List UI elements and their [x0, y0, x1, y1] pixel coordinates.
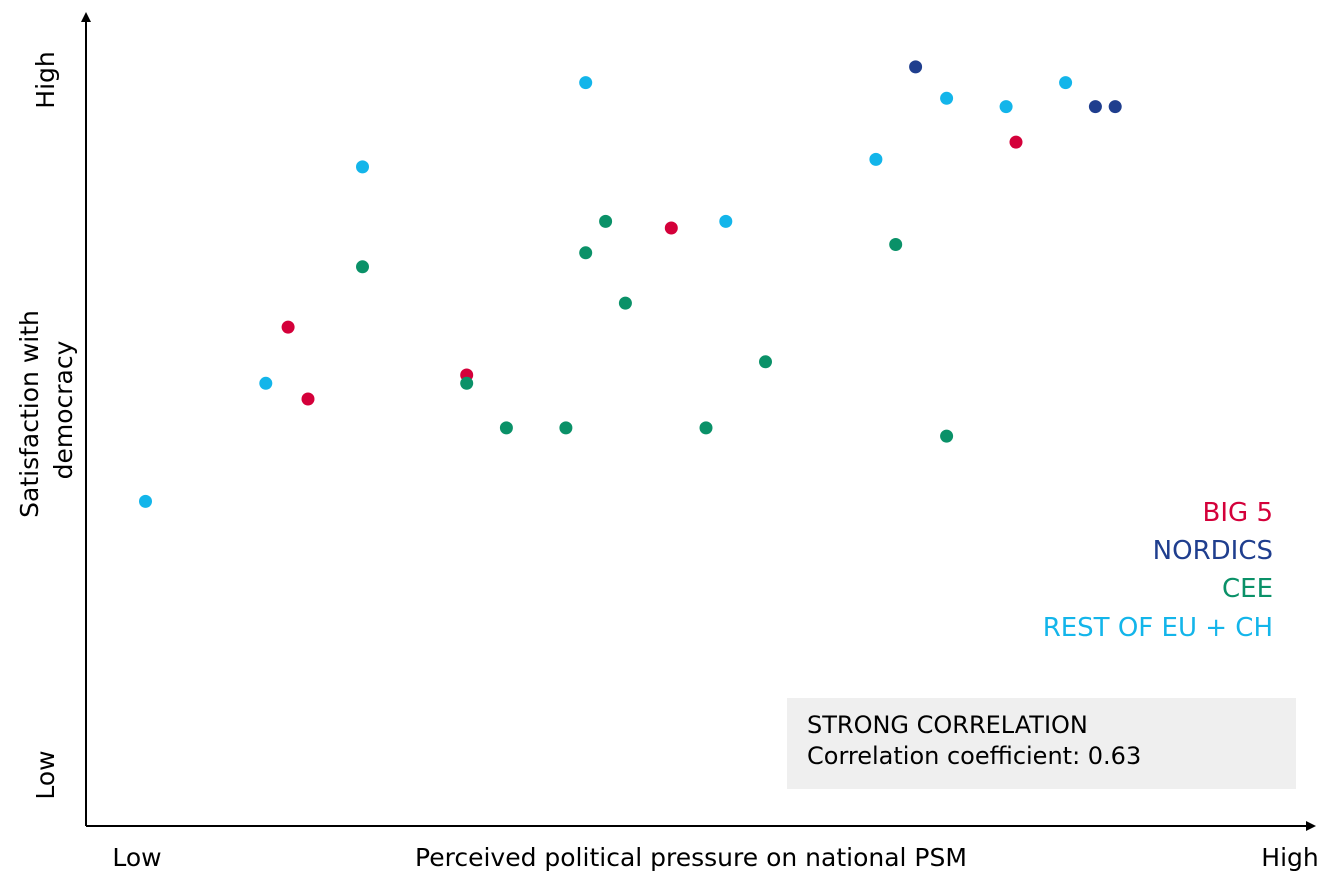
- x-tick-low: Low: [112, 843, 161, 872]
- data-point-cee: [579, 246, 593, 260]
- data-point-nordics: [909, 60, 923, 74]
- data-point-cee: [599, 214, 613, 228]
- data-point-rest-of-eu-ch: [999, 100, 1013, 114]
- data-point-cee: [889, 238, 903, 251]
- data-point-cee: [356, 260, 369, 274]
- data-point-cee: [699, 421, 713, 435]
- legend-rest-of-eu: REST OF EU + CH: [1043, 613, 1273, 643]
- correlation-annotation: STRONG CORRELATION Correlation coefficie…: [787, 698, 1296, 789]
- y-axis-title-line2: democracy: [49, 340, 78, 479]
- data-point-big-5: [301, 392, 315, 406]
- y-tick-high: High: [31, 51, 60, 108]
- correlation-title: STRONG CORRELATION: [807, 711, 1088, 739]
- data-point-nordics: [1088, 100, 1102, 114]
- data-point-rest-of-eu-ch: [940, 91, 954, 105]
- y-tick-low: Low: [31, 750, 60, 799]
- data-point-big-5: [281, 320, 295, 334]
- legend-nordics: NORDICS: [1153, 536, 1273, 566]
- correlation-coefficient: Correlation coefficient: 0.63: [807, 742, 1142, 770]
- data-point-rest-of-eu-ch: [259, 376, 273, 390]
- y-axis-title: Satisfaction with democracy: [15, 302, 78, 518]
- data-point-nordics: [1108, 100, 1122, 114]
- data-point-cee: [618, 296, 632, 310]
- data-point-big-5: [1009, 135, 1023, 149]
- data-point-rest-of-eu-ch: [869, 152, 883, 166]
- data-point-cee: [559, 421, 573, 435]
- data-point-cee: [499, 421, 513, 435]
- y-axis-title-line1: Satisfaction with: [15, 310, 44, 518]
- data-point-rest-of-eu-ch: [579, 76, 593, 90]
- x-axis-title: Perceived political pressure on national…: [415, 843, 967, 872]
- data-point-cee: [940, 429, 954, 443]
- data-point-rest-of-eu-ch: [139, 494, 152, 508]
- data-point-cee: [460, 376, 474, 390]
- legend-cee: CEE: [1222, 574, 1273, 604]
- data-point-rest-of-eu-ch: [1059, 76, 1073, 90]
- legend: BIG 5 NORDICS CEE REST OF EU + CH: [1043, 498, 1273, 643]
- x-tick-high: High: [1261, 843, 1318, 872]
- data-point-cee: [759, 355, 772, 369]
- data-point-rest-of-eu-ch: [719, 214, 733, 228]
- data-point-rest-of-eu-ch: [356, 160, 369, 174]
- data-point-big-5: [664, 221, 678, 235]
- legend-big5: BIG 5: [1203, 498, 1273, 528]
- data-points: [139, 60, 1122, 508]
